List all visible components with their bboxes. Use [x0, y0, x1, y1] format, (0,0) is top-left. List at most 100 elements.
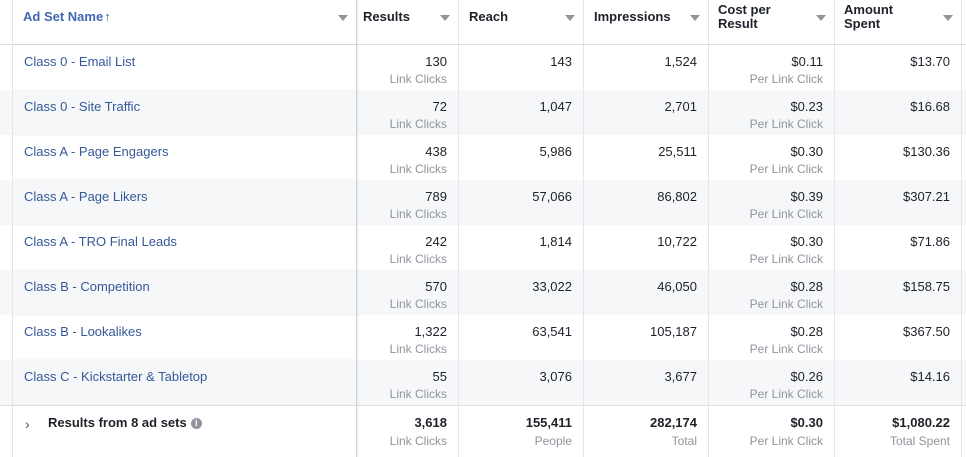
- total-results-unit: Link Clicks: [389, 434, 447, 448]
- impressions-value: 46,050: [657, 279, 697, 294]
- cost-per-result-value: $0.28: [790, 324, 823, 339]
- results-value: 570: [425, 279, 447, 294]
- select-column-header: [0, 0, 13, 44]
- column-menu-icon[interactable]: [943, 15, 953, 21]
- impressions-value: 2,701: [664, 99, 697, 114]
- amount-spent-value: $13.70: [910, 54, 950, 69]
- amount-spent-value: $307.21: [903, 189, 950, 204]
- ad-set-name-link[interactable]: Class A - TRO Final Leads: [24, 234, 177, 249]
- results-unit: Link Clicks: [389, 252, 447, 266]
- cost-per-result-header-label: Cost per Result: [718, 3, 771, 31]
- results-unit: Link Clicks: [389, 162, 447, 176]
- cost-per-result-value: $0.30: [790, 144, 823, 159]
- column-menu-icon[interactable]: [816, 15, 826, 21]
- results-value: 1,322: [414, 324, 447, 339]
- total-cost-unit: Per Link Click: [749, 434, 823, 448]
- cost-per-result-unit: Per Link Click: [749, 342, 823, 356]
- results-value: 55: [432, 369, 447, 384]
- cost-per-result-unit: Per Link Click: [749, 117, 823, 131]
- amount-spent-value: $130.36: [903, 144, 950, 159]
- table-row: Class A - TRO Final Leads 242 Link Clicks 1…: [0, 225, 966, 270]
- cost-per-result-unit: Per Link Click: [749, 387, 823, 401]
- cost-per-result-value: $0.28: [790, 279, 823, 294]
- amount-spent-value: $158.75: [903, 279, 950, 294]
- total-reach-unit: People: [534, 434, 572, 448]
- ad-set-name-link[interactable]: Class 0 - Email List: [24, 54, 136, 69]
- ad-set-name-link[interactable]: Class A - Page Likers: [24, 189, 148, 204]
- reach-value: 33,022: [532, 279, 572, 294]
- results-unit: Link Clicks: [389, 117, 447, 131]
- reach-value: 143: [550, 54, 572, 69]
- total-spent-unit: Total Spent: [889, 434, 950, 448]
- column-header-impressions[interactable]: Impressions: [584, 0, 709, 44]
- total-cost-per-result: $0.30: [790, 415, 823, 430]
- table-row: Class A - Page Engagers 438 Link Clicks 5,9…: [0, 135, 966, 180]
- ad-set-name-header-label: Ad Set Name: [23, 9, 104, 24]
- cost-per-result-unit: Per Link Click: [749, 162, 823, 176]
- cost-per-result-unit: Per Link Click: [749, 252, 823, 266]
- ad-set-name-link[interactable]: Class C - Kickstarter & Tabletop: [24, 369, 208, 384]
- summary-label-cell: › Results from 8 ad sets i: [13, 406, 357, 457]
- column-menu-icon[interactable]: [690, 15, 700, 21]
- info-icon[interactable]: i: [190, 418, 202, 429]
- cost-per-result-header-line1: Cost per: [718, 2, 771, 17]
- results-value: 72: [432, 99, 447, 114]
- sort-ascending-icon: ↑: [104, 9, 111, 24]
- reach-value: 63,541: [532, 324, 572, 339]
- table-row: Class C - Kickstarter & Tabletop 55 Link C…: [0, 360, 966, 405]
- reach-value: 1,047: [539, 99, 572, 114]
- ad-set-name-link[interactable]: Class A - Page Engagers: [24, 144, 169, 159]
- column-header-results[interactable]: Results: [357, 0, 459, 44]
- results-unit: Link Clicks: [389, 297, 447, 311]
- impressions-value: 25,511: [658, 144, 697, 159]
- expand-chevron-icon[interactable]: ›: [25, 416, 30, 432]
- column-menu-icon[interactable]: [565, 15, 575, 21]
- results-value: 242: [425, 234, 447, 249]
- column-header-cost-per-result[interactable]: Cost per Result: [709, 0, 835, 44]
- amount-spent-header-line2: Spent: [844, 16, 881, 31]
- amount-spent-value: $367.50: [903, 324, 950, 339]
- results-header-label: Results: [363, 9, 410, 24]
- amount-spent-value: $71.86: [910, 234, 950, 249]
- reach-value: 5,986: [539, 144, 572, 159]
- impressions-value: 1,524: [664, 54, 697, 69]
- impressions-header-label: Impressions: [594, 9, 671, 24]
- impressions-value: 105,187: [650, 324, 697, 339]
- column-menu-icon[interactable]: [440, 15, 450, 21]
- column-header-ad-set-name[interactable]: Ad Set Name↑: [13, 0, 357, 44]
- total-impressions-unit: Total: [671, 434, 697, 448]
- ad-set-name-link[interactable]: Class B - Lookalikes: [24, 324, 142, 339]
- results-value: 130: [425, 54, 447, 69]
- cost-per-result-value: $0.23: [790, 99, 823, 114]
- results-value: 438: [425, 144, 447, 159]
- cost-per-result-value: $0.26: [790, 369, 823, 384]
- summary-label: Results from 8 ad sets: [48, 415, 187, 430]
- ad-set-name-link[interactable]: Class B - Competition: [24, 279, 150, 294]
- results-unit: Link Clicks: [389, 387, 447, 401]
- cost-per-result-value: $0.11: [791, 54, 823, 69]
- total-results: 3,618: [414, 415, 447, 430]
- column-header-reach[interactable]: Reach: [459, 0, 584, 44]
- table-header-row: Ad Set Name↑ Results Reach Impressions C…: [0, 0, 966, 45]
- cost-per-result-value: $0.39: [790, 189, 823, 204]
- results-unit: Link Clicks: [389, 207, 447, 221]
- results-unit: Link Clicks: [389, 342, 447, 356]
- table-row: Class B - Lookalikes 1,322 Link Clicks 63,5…: [0, 315, 966, 360]
- table-row: Class A - Page Likers 789 Link Clicks 57,06…: [0, 180, 966, 225]
- impressions-value: 10,722: [657, 234, 697, 249]
- column-menu-icon[interactable]: [338, 15, 348, 21]
- results-value: 789: [425, 189, 447, 204]
- reach-value: 57,066: [532, 189, 572, 204]
- results-summary-row: › Results from 8 ad sets i 3,618 Link Cli…: [0, 405, 966, 457]
- ad-set-name-link[interactable]: Class 0 - Site Traffic: [24, 99, 141, 114]
- cost-per-result-header-line2: Result: [718, 16, 758, 31]
- cost-per-result-unit: Per Link Click: [749, 72, 823, 86]
- column-header-amount-spent[interactable]: Amount Spent: [835, 0, 962, 44]
- reach-value: 1,814: [539, 234, 572, 249]
- table-row: Class B - Competition 570 Link Clicks 33,02…: [0, 270, 966, 315]
- total-impressions: 282,174: [650, 415, 697, 430]
- results-unit: Link Clicks: [389, 72, 447, 86]
- total-amount-spent: $1,080.22: [892, 415, 950, 430]
- cost-per-result-unit: Per Link Click: [749, 207, 823, 221]
